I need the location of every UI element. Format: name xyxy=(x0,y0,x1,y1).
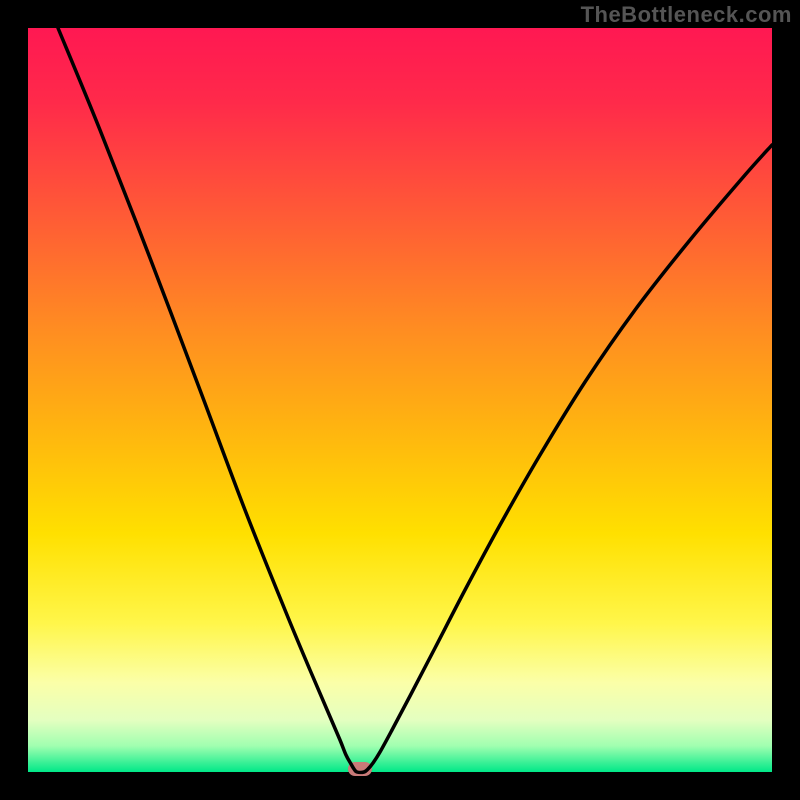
chart-container: TheBottleneck.com xyxy=(0,0,800,800)
watermark-text: TheBottleneck.com xyxy=(581,2,792,28)
chart-svg xyxy=(0,0,800,800)
plot-background xyxy=(28,28,772,772)
